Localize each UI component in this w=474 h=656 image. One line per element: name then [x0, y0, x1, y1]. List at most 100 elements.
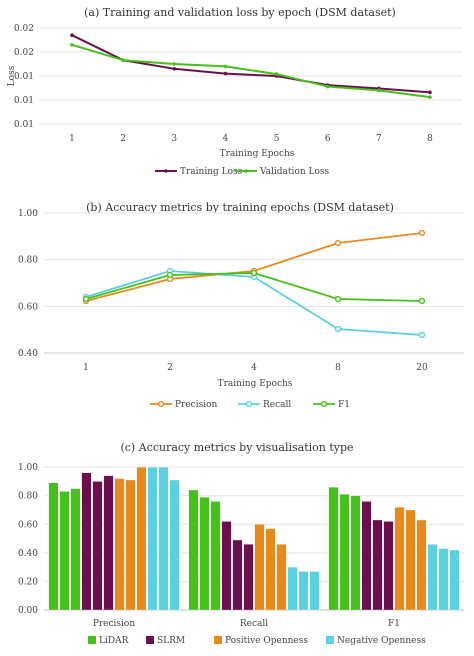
data-point: [70, 43, 74, 47]
bar: [114, 478, 125, 611]
bar: [158, 466, 169, 611]
bar: [188, 489, 199, 611]
bar: [416, 519, 427, 611]
legend-swatch: [214, 636, 222, 644]
bar: [48, 482, 59, 611]
bar: [169, 479, 180, 611]
x-tick-label: 2: [167, 363, 173, 373]
bar: [328, 486, 339, 611]
bar: [361, 501, 372, 611]
data-point: [274, 72, 279, 76]
x-tick-label: 1: [83, 363, 89, 373]
y-tick-label: 0.40: [18, 549, 38, 559]
data-point: [325, 84, 330, 89]
y-tick-label: 0.80: [18, 492, 38, 502]
data-point: [334, 295, 342, 303]
series-line: [71, 34, 431, 94]
legend-label: SLRM: [157, 636, 185, 646]
bar: [221, 521, 232, 611]
bar: [298, 571, 309, 611]
legend-swatch: [88, 636, 96, 644]
legend-label: Validation Loss: [259, 167, 330, 177]
chart-accuracy-by-visualisation: (c) Accuracy metrics by visualisation ty…: [18, 441, 464, 646]
x-tick-label: 20: [416, 363, 428, 373]
y-tick-label: 1.00: [18, 209, 38, 219]
y-tick-label: 0.01: [14, 72, 34, 82]
x-tick-label: 4: [223, 134, 229, 144]
legend-label: Training Loss: [180, 167, 243, 177]
bar: [309, 571, 320, 611]
data-point: [428, 95, 432, 99]
y-tick-label: 0.80: [18, 256, 38, 266]
bar: [210, 501, 221, 611]
bar: [136, 466, 147, 611]
x-tick-label: 2: [120, 134, 126, 144]
bar: [254, 524, 265, 611]
x-tick-label: 4: [251, 363, 257, 373]
bar: [199, 496, 210, 611]
x-tick-label: 8: [427, 134, 433, 144]
bar: [59, 491, 70, 611]
bar: [438, 548, 449, 611]
bar: [449, 549, 460, 611]
chart-b-title: (b) Accuracy metrics by training epochs …: [86, 201, 394, 214]
data-point: [250, 269, 258, 277]
y-tick-label: 0.20: [18, 577, 38, 587]
chart-c-title: (c) Accuracy metrics by visualisation ty…: [120, 441, 353, 454]
y-tick-label: 1.00: [18, 463, 38, 473]
bar: [81, 472, 92, 611]
bar: [232, 539, 243, 611]
x-tick-label: 3: [171, 134, 177, 144]
legend-label: Negative Openness: [337, 636, 426, 646]
x-tick-label: 5: [274, 134, 280, 144]
y-tick-label: 0.60: [18, 302, 38, 312]
bar: [339, 494, 350, 611]
y-tick-label: 0.01: [14, 96, 34, 106]
data-point: [121, 58, 125, 62]
bar: [383, 521, 394, 611]
bar: [103, 475, 114, 611]
bar: [147, 466, 158, 611]
series-line: [85, 232, 423, 302]
data-point: [418, 229, 426, 237]
data-point: [82, 295, 90, 303]
legend-marker: [244, 169, 248, 173]
bar: [70, 488, 81, 611]
legend-label: Precision: [175, 400, 218, 410]
data-point: [428, 90, 432, 95]
bar: [427, 544, 438, 611]
series-line: [85, 270, 423, 336]
data-point: [166, 271, 174, 279]
chart-b-xlabel: Training Epochs: [218, 379, 293, 389]
bar: [405, 509, 416, 611]
y-tick-label: 0.02: [14, 48, 34, 58]
data-point: [418, 297, 426, 305]
legend-marker: [164, 169, 168, 173]
bar: [276, 544, 287, 611]
y-tick-label: 0.01: [14, 120, 34, 130]
x-tick-label: 1: [69, 134, 75, 144]
series-line: [71, 43, 431, 99]
x-tick-label: Recall: [240, 619, 268, 629]
bar: [287, 566, 298, 611]
x-tick-label: F1: [388, 619, 400, 629]
x-tick-label: 6: [325, 134, 331, 144]
data-point: [70, 33, 74, 37]
bar: [125, 479, 136, 611]
data-point: [223, 71, 228, 76]
bar: [394, 506, 405, 611]
chart-a-ylabel: Loss: [7, 65, 17, 86]
legend-marker: [245, 400, 253, 408]
y-tick-label: 0.02: [14, 24, 34, 34]
legend-marker: [320, 400, 328, 408]
legend-label: Recall: [263, 400, 291, 410]
chart-accuracy-by-epochs: (b) Accuracy metrics by training epochs …: [18, 201, 464, 410]
x-tick-label: 7: [376, 134, 382, 144]
data-point: [172, 67, 177, 71]
bar: [350, 495, 361, 611]
chart-loss-by-epoch: (a) Training and validation loss by epoc…: [7, 6, 462, 177]
data-point: [223, 64, 228, 69]
x-tick-label: 8: [335, 363, 341, 373]
chart-a-xlabel: Training Epochs: [220, 149, 295, 159]
